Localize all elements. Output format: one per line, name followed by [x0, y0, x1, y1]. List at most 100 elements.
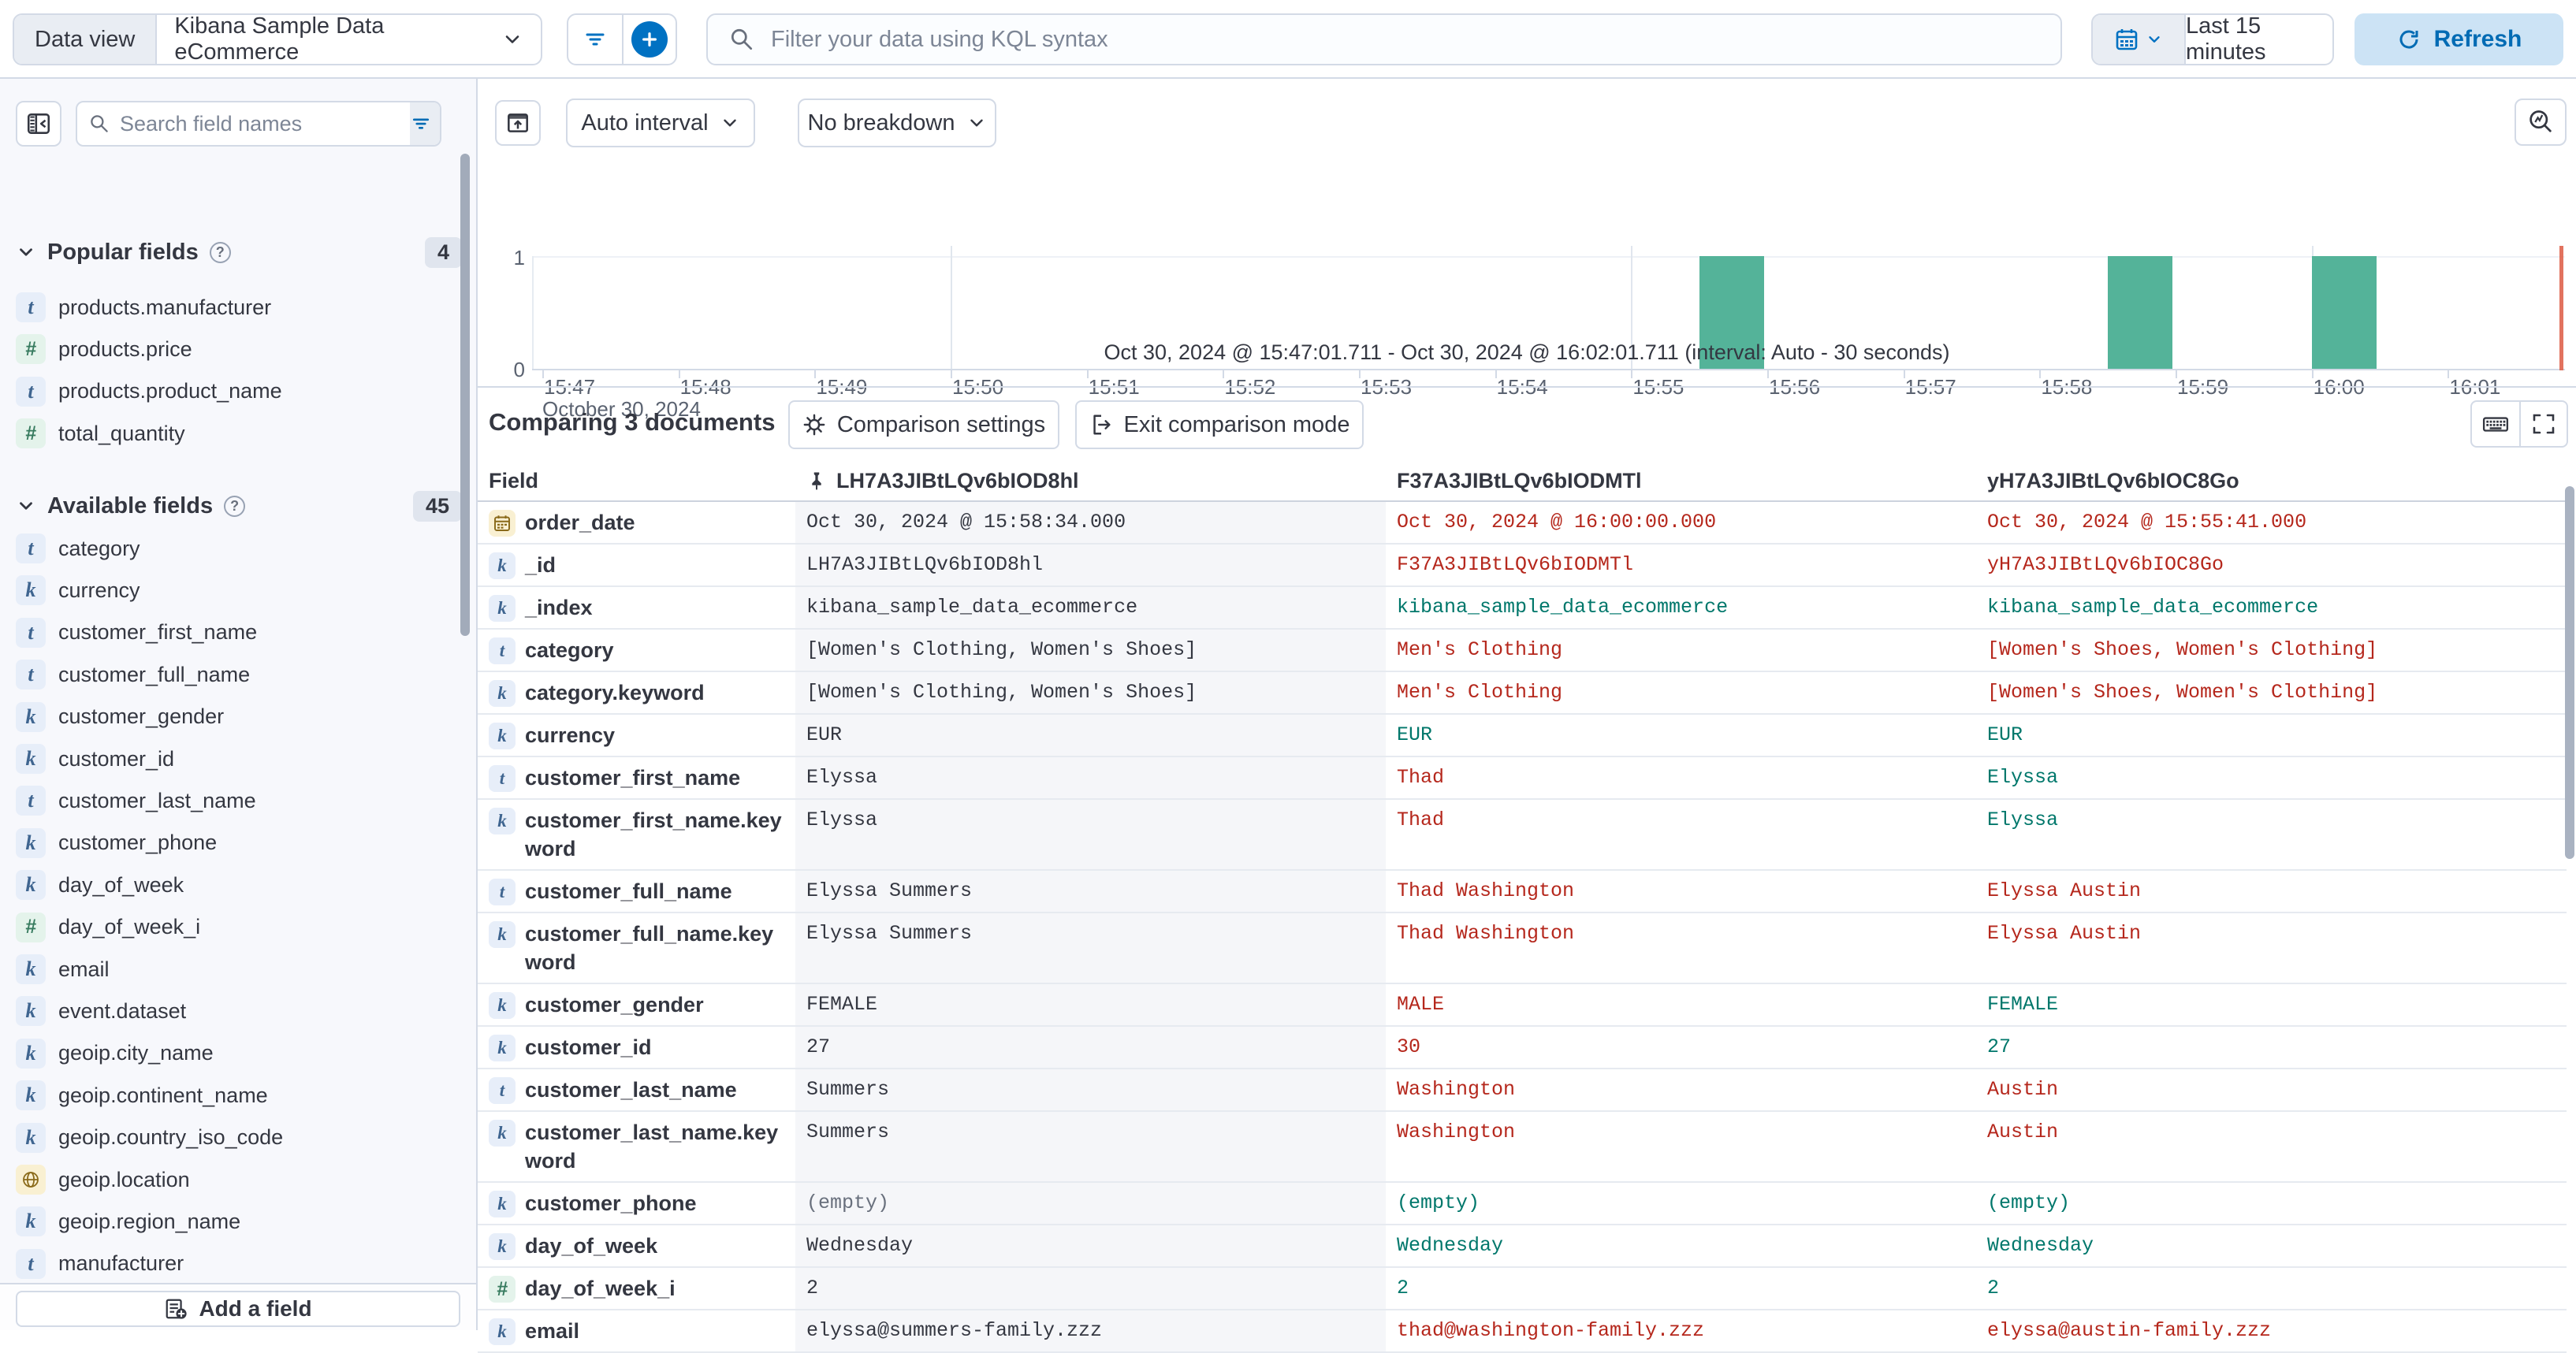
histogram-bar[interactable]: [2107, 256, 2172, 370]
field-name-cell[interactable]: k customer_first_name.keyword: [478, 800, 795, 869]
sidebar-field-customer_last_name[interactable]: t customer_last_name: [11, 781, 452, 820]
sidebar-field-category[interactable]: t category: [11, 529, 452, 568]
doc-column-header[interactable]: LH7A3JIBtLQv6bIOD8hl: [795, 461, 1386, 500]
refresh-button[interactable]: Refresh: [2355, 13, 2563, 65]
value-cell: Thad: [1397, 808, 1445, 831]
sidebar-field-geoip.city_name[interactable]: k geoip.city_name: [11, 1034, 452, 1073]
sidebar-field-customer_full_name[interactable]: t customer_full_name: [11, 655, 452, 694]
sidebar-field-customer_gender[interactable]: k customer_gender: [11, 697, 452, 737]
sidebar-field-currency[interactable]: k currency: [11, 571, 452, 610]
sidebar-field-geoip.continent_name[interactable]: k geoip.continent_name: [11, 1076, 452, 1115]
sidebar-field-day_of_week_i[interactable]: # day_of_week_i: [11, 908, 452, 947]
sidebar-field-geoip.region_name[interactable]: k geoip.region_name: [11, 1202, 452, 1241]
doc-id-label: F37A3JIBtLQv6bIODMTl: [1397, 468, 1642, 493]
sidebar-field-customer_id[interactable]: k customer_id: [11, 739, 452, 779]
add-field-button[interactable]: Add a field: [16, 1291, 460, 1327]
refresh-label: Refresh: [2433, 26, 2522, 52]
sidebar-scrollbar[interactable]: [460, 154, 470, 636]
field-name-cell[interactable]: t customer_first_name: [478, 757, 795, 798]
field-name-cell[interactable]: # day_of_week_i: [478, 1268, 795, 1309]
collapse-sidebar-button[interactable]: [16, 101, 61, 147]
field-type-keyword-icon: k: [489, 808, 516, 834]
value-cell: Thad Washington: [1397, 922, 1575, 945]
sidebar-field-products.manufacturer[interactable]: t products.manufacturer: [11, 288, 452, 327]
field-name-cell[interactable]: t customer_last_name: [478, 1069, 795, 1110]
sidebar-field-customer_phone[interactable]: k customer_phone: [11, 823, 452, 863]
doc-column-header[interactable]: yH7A3JIBtLQv6bIOC8Go: [1976, 461, 2567, 500]
histogram-bar[interactable]: [2311, 256, 2377, 370]
sidebar-field-email[interactable]: k email: [11, 950, 452, 989]
sidebar-field-customer_first_name[interactable]: t customer_first_name: [11, 613, 452, 652]
section-header-popular-fields[interactable]: Popular fields? 4: [0, 233, 478, 271]
field-search-input[interactable]: [120, 111, 399, 136]
comparison-row-customer_full_name.keyword: k customer_full_name.keyword Elyssa Summer…: [478, 913, 2567, 984]
comparison-row-currency: k currency EUR EUR EUR: [478, 715, 2567, 757]
sidebar-field-event.dataset[interactable]: k event.dataset: [11, 991, 452, 1031]
divider: [478, 386, 2576, 388]
sidebar-field-day_of_week[interactable]: k day_of_week: [11, 865, 452, 905]
field-name: customer_id: [58, 746, 175, 771]
histogram-chart[interactable]: 1 0 15:47 15:48 15:49 15:50 15:51 15:52 15:53 1…: [478, 158, 2576, 421]
sidebar-field-products.product_name[interactable]: t products.product_name: [11, 372, 452, 411]
field-name-cell[interactable]: k customer_gender: [478, 984, 795, 1025]
value-cell: elyssa@austin-family.zzz: [1987, 1319, 2272, 1342]
sidebar-field-total_quantity[interactable]: # total_quantity: [11, 414, 452, 453]
x-tick: [1495, 370, 1497, 378]
field-search-box[interactable]: [77, 102, 410, 145]
quick-select-time-button[interactable]: [2093, 15, 2186, 64]
field-name-cell[interactable]: k _index: [478, 587, 795, 628]
section-header-available-fields[interactable]: Available fields? 45: [0, 487, 478, 525]
histogram-bar[interactable]: [1699, 256, 1764, 370]
histogram-interval-select[interactable]: Auto interval: [566, 99, 755, 147]
value-cell: Washington: [1397, 1078, 1516, 1101]
value-cell: [Women's Shoes, Women's Clothing]: [1987, 638, 2378, 661]
field-name-cell[interactable]: k email: [478, 1310, 795, 1351]
hide-chart-button[interactable]: [495, 100, 541, 146]
edit-visualization-button[interactable]: [2515, 99, 2567, 146]
keyboard-shortcuts-button[interactable]: [2472, 402, 2519, 446]
value-cell: Elyssa: [795, 757, 1386, 798]
field-type-text-icon: t: [489, 1077, 516, 1104]
keyboard-icon: [2482, 411, 2509, 437]
x-tick: [1086, 370, 1089, 378]
breakdown-select[interactable]: No breakdown: [798, 99, 996, 147]
value-cell: 27: [1987, 1035, 2012, 1058]
field-name-cell[interactable]: order_date: [478, 502, 795, 543]
fullscreen-button[interactable]: [2519, 402, 2567, 446]
section-title: Popular fields: [47, 239, 199, 265]
field-filter-button[interactable]: 0: [410, 102, 440, 145]
field-name-cell[interactable]: k currency: [478, 715, 795, 756]
sidebar-field-products.price[interactable]: # products.price: [11, 329, 452, 369]
sidebar-field-manufacturer[interactable]: t manufacturer: [11, 1244, 452, 1284]
field-name-cell[interactable]: k _id: [478, 545, 795, 585]
data-view-picker[interactable]: Data view Kibana Sample Data eCommerce: [13, 13, 542, 65]
saved-query-filter-button[interactable]: [568, 15, 622, 64]
field-name-cell[interactable]: k customer_phone: [478, 1183, 795, 1224]
data-view-selector[interactable]: Kibana Sample Data eCommerce: [157, 15, 541, 64]
field-name-cell[interactable]: k day_of_week: [478, 1225, 795, 1266]
field-name: category.keyword: [525, 681, 705, 704]
add-filter-button[interactable]: [622, 15, 676, 64]
value-cell: FEMALE: [1987, 993, 2059, 1016]
field-name-cell[interactable]: k customer_id: [478, 1027, 795, 1068]
field-name-cell[interactable]: t category: [478, 630, 795, 671]
sidebar-field-geoip.country_iso_code[interactable]: k geoip.country_iso_code: [11, 1118, 452, 1158]
table-scrollbar[interactable]: [2565, 486, 2574, 859]
exit-comparison-button[interactable]: Exit comparison mode: [1075, 400, 1364, 449]
sidebar-field-geoip.location[interactable]: geoip.location: [11, 1160, 452, 1199]
kql-query-input[interactable]: [771, 26, 2040, 53]
field-name-cell[interactable]: t customer_full_name: [478, 871, 795, 912]
doc-column-header[interactable]: F37A3JIBtLQv6bIODMTl: [1386, 461, 1976, 500]
time-range-value[interactable]: Last 15 minutes: [2186, 13, 2266, 65]
field-name-cell[interactable]: k customer_full_name.keyword: [478, 913, 795, 983]
field-name-cell[interactable]: k category.keyword: [478, 672, 795, 713]
field-type-keyword-icon: k: [489, 595, 516, 622]
kql-query-bar[interactable]: [706, 13, 2062, 65]
comparison-settings-button[interactable]: Comparison settings: [788, 400, 1059, 449]
x-axis-date-context: October 30, 2024: [542, 397, 701, 421]
value-cell: Summers: [795, 1069, 1386, 1110]
field-name: customer_full_name: [525, 879, 732, 903]
fullscreen-icon: [2531, 411, 2556, 437]
field-name: products.price: [58, 336, 192, 361]
field-name-cell[interactable]: k customer_last_name.keyword: [478, 1112, 795, 1181]
